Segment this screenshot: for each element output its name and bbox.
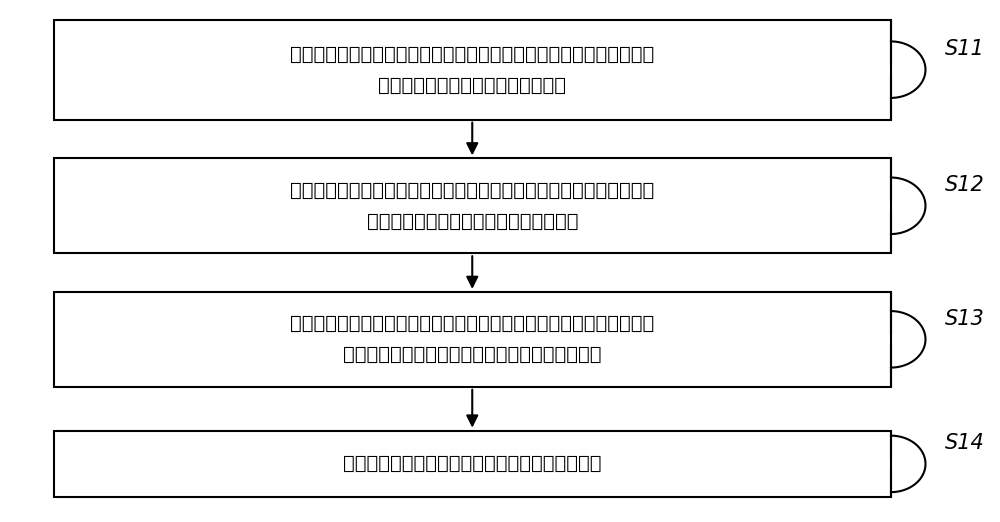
Text: S12: S12: [945, 175, 985, 195]
FancyBboxPatch shape: [54, 292, 891, 387]
FancyBboxPatch shape: [54, 158, 891, 253]
Text: S14: S14: [945, 433, 985, 453]
Text: 计算所述前控制器与所述后控制器的当前温度的第一比值，以及所述前
电机与所述后电机的当前温度的第二比值: 计算所述前控制器与所述后控制器的当前温度的第一比值，以及所述前 电机与所述后电机…: [290, 181, 654, 231]
Text: 将所述第一比值和所述第二比值中数值最大的比值进行限幅计算，以获
得前驱回路和后驱回路的冷却液流量分配比例系数: 将所述第一比值和所述第二比值中数值最大的比值进行限幅计算，以获 得前驱回路和后驱…: [290, 314, 654, 364]
FancyBboxPatch shape: [54, 20, 891, 120]
Text: S11: S11: [945, 39, 985, 59]
Text: 按照所述冷却液流量分配比例系数分配冷却液流量: 按照所述冷却液流量分配比例系数分配冷却液流量: [343, 454, 602, 473]
Text: S13: S13: [945, 309, 985, 329]
Text: 分别获取所述前驱系统中前控制器和前电机的当前温度、以及所述后驱
系统中后控制器和后电机的当前温度: 分别获取所述前驱系统中前控制器和前电机的当前温度、以及所述后驱 系统中后控制器和…: [290, 45, 654, 94]
FancyBboxPatch shape: [54, 431, 891, 497]
